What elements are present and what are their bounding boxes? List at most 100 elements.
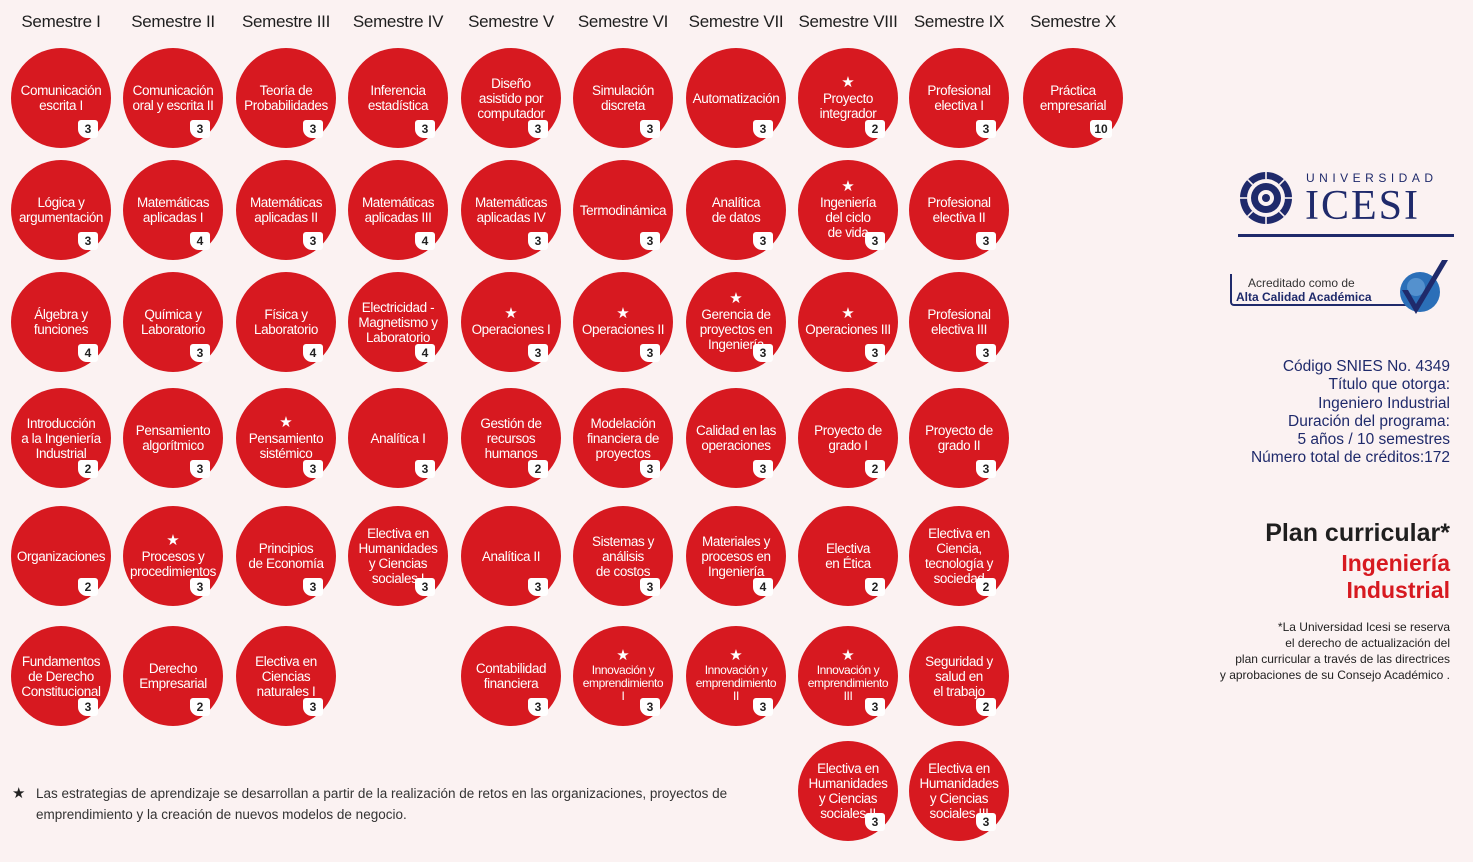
course-circle: ★ Proyecto integrador 2	[798, 48, 898, 148]
accreditation-frame	[1230, 274, 1412, 306]
course-circle: Analítica II 3	[461, 506, 561, 606]
semester-header: Semestre III	[241, 12, 331, 31]
star-icon: ★	[841, 305, 855, 322]
credit-badge: 2	[190, 698, 210, 716]
course-name: Electricidad - Magnetismo y Laboratorio	[358, 299, 438, 345]
course-name: Álgebra y funciones	[33, 307, 89, 337]
star-icon: ★	[729, 290, 743, 307]
course-circle: Automatización 3	[686, 48, 786, 148]
credit-badge: 10	[1090, 120, 1112, 138]
semester-header: Semestre VII	[688, 12, 784, 31]
credit-badge: 3	[865, 344, 885, 362]
credit-badge: 4	[753, 578, 773, 596]
course-name: Matemáticas aplicadas III	[361, 195, 435, 225]
course-circle: Física y Laboratorio 4	[236, 272, 336, 372]
credit-badge: 3	[976, 460, 996, 478]
course-circle: ★ Innovación y emprendimiento III 3	[798, 626, 898, 726]
course-circle: ★ Operaciones I 3	[461, 272, 561, 372]
credit-badge: 3	[640, 460, 660, 478]
course-circle: Simulación discreta 3	[573, 48, 673, 148]
course-name: Electiva en Humanidades y Ciencias socia…	[358, 526, 438, 586]
course-circle: Derecho Empresarial 2	[123, 626, 223, 726]
star-icon: ★	[841, 178, 855, 195]
credit-badge: 3	[303, 698, 323, 716]
course-circle: Gestión de recursos humanos 2	[461, 388, 561, 488]
course-name: Procesos y procedimientos	[130, 548, 216, 579]
credit-badge: 2	[528, 460, 548, 478]
course-name: Seguridad y salud en el trabajo	[925, 653, 993, 699]
credit-badge: 3	[976, 813, 996, 831]
course-circle: Matemáticas aplicadas III 4	[348, 160, 448, 260]
course-name: Electiva en Ciencias naturales I	[255, 653, 317, 699]
course-circle: Profesional electiva III 3	[909, 272, 1009, 372]
credit-badge: 3	[976, 120, 996, 138]
credit-badge: 3	[865, 232, 885, 250]
course-name: Diseño asistido por computador	[477, 75, 545, 121]
course-circle: Electiva en Humanidades y Ciencias socia…	[348, 506, 448, 606]
course-name: Práctica empresarial	[1039, 83, 1107, 113]
star-icon: ★	[12, 785, 26, 802]
accreditation-line-1: Acreditado como de	[1248, 276, 1355, 290]
university-seal-icon	[1240, 172, 1292, 224]
course-circle: Materiales y procesos en Ingeniería 4	[686, 506, 786, 606]
course-name: Innovación y emprendimiento III	[807, 663, 889, 703]
course-circle: Diseño asistido por computador 3	[461, 48, 561, 148]
course-name: Gerencia de proyectos en Ingeniería	[699, 307, 773, 352]
program-info: Código SNIES No. 4349 Título que otorga: I…	[1190, 358, 1450, 468]
credit-badge: 3	[753, 698, 773, 716]
credit-badge: 3	[640, 120, 660, 138]
course-name: Gestión de recursos humanos	[480, 415, 542, 461]
course-circle: Sistemas y análisis de costos 3	[573, 506, 673, 606]
accreditation-line-2: Alta Calidad Académica	[1236, 290, 1372, 304]
credit-badge: 3	[528, 232, 548, 250]
course-name: Comunicación escrita I	[20, 83, 102, 113]
course-circle: Termodinámica 3	[573, 160, 673, 260]
credit-badge: 2	[976, 698, 996, 716]
checkmark-icon	[1400, 260, 1448, 314]
course-name: Modelación financiera de proyectos	[586, 415, 660, 461]
credit-badge: 3	[528, 578, 548, 596]
credit-badge: 4	[78, 344, 98, 362]
credit-badge: 3	[865, 813, 885, 831]
course-name: Matemáticas aplicadas IV	[474, 195, 548, 225]
credit-badge: 3	[303, 460, 323, 478]
semester-header: Semestre IX	[913, 12, 1005, 31]
star-icon: ★	[279, 413, 293, 431]
course-name: Pensamiento sistémico	[248, 430, 324, 461]
course-circle: ★ Pensamiento sistémico 3	[236, 388, 336, 488]
footnote: ★ Las estrategias de aprendizaje se desa…	[12, 783, 792, 825]
credit-badge: 3	[303, 232, 323, 250]
credit-badge: 3	[528, 344, 548, 362]
credit-badge: 3	[303, 578, 323, 596]
course-name: Ingeniería del ciclo de vida	[819, 195, 877, 240]
course-name: Operaciones II	[581, 322, 665, 337]
course-name: Electiva en Humanidades y Ciencias socia…	[808, 761, 888, 821]
course-name: Física y Laboratorio	[254, 307, 318, 337]
course-circle: Inferencia estadística 3	[348, 48, 448, 148]
course-circle: Calidad en las operaciones 3	[686, 388, 786, 488]
semester-header: Semestre VIII	[798, 12, 898, 31]
credit-badge: 4	[415, 344, 435, 362]
course-name: Innovación y emprendimiento II	[695, 663, 777, 703]
star-icon: ★	[841, 73, 855, 91]
course-name: Electiva en Ciencia, tecnología y socied…	[925, 526, 993, 586]
course-name: Organizaciones	[16, 548, 106, 564]
credit-badge: 3	[528, 698, 548, 716]
credit-badge: 3	[753, 120, 773, 138]
credit-badge: 3	[303, 120, 323, 138]
disclaimer: *La Universidad Icesi se reserva el dere…	[1219, 620, 1450, 682]
credit-badge: 3	[415, 578, 435, 596]
course-circle: Electiva en Ciencia, tecnología y socied…	[909, 506, 1009, 606]
credit-badge: 2	[865, 460, 885, 478]
course-circle: Analítica de datos 3	[686, 160, 786, 260]
course-circle: Analítica I 3	[348, 388, 448, 488]
course-circle: Electiva en Ética 2	[798, 506, 898, 606]
credit-badge: 3	[190, 460, 210, 478]
curriculum-grid: Semestre I Comunicación escrita I 3 Lógica …	[11, 12, 1123, 841]
credit-badge: 3	[976, 344, 996, 362]
course-circle: Contabilidad financiera 3	[461, 626, 561, 726]
credit-badge: 4	[415, 232, 435, 250]
course-circle: Modelación financiera de proyectos 3	[573, 388, 673, 488]
